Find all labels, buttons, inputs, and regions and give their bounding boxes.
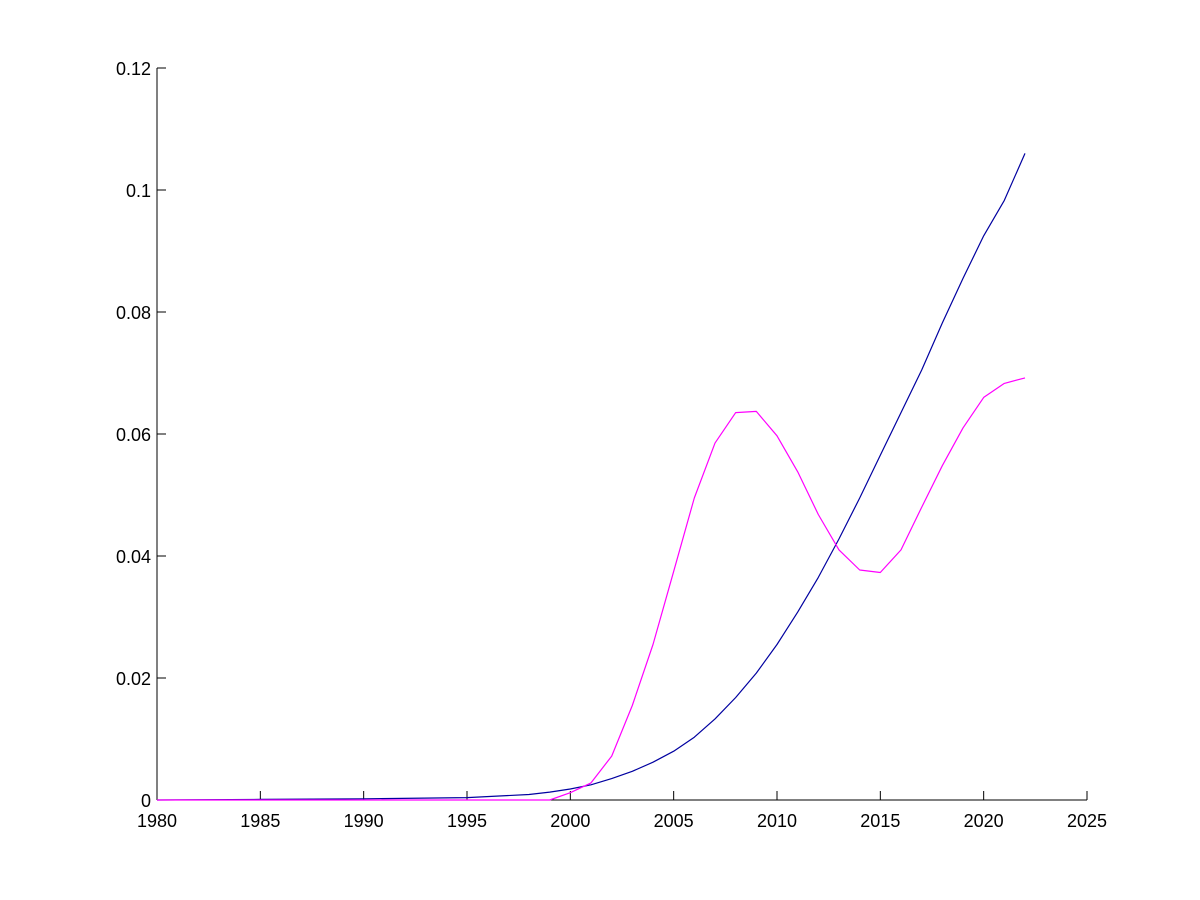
- x-tick-label: 2005: [654, 811, 694, 831]
- x-tick-label: 2015: [860, 811, 900, 831]
- y-tick-label: 0.04: [116, 547, 151, 567]
- y-tick-label: 0.08: [116, 303, 151, 323]
- series-line-2: [157, 377, 1026, 801]
- y-tick-label: 0.12: [116, 59, 151, 79]
- series-line-1: [156, 153, 1026, 801]
- y-tick-label: 0.02: [116, 669, 151, 689]
- series-group: [156, 153, 1026, 801]
- x-tick-label: 2025: [1067, 811, 1107, 831]
- x-tick-label: 1980: [137, 811, 177, 831]
- y-tick-label: 0: [141, 791, 151, 811]
- x-tick-label: 2000: [550, 811, 590, 831]
- x-tick-label: 1995: [447, 811, 487, 831]
- y-tick-label: 0.1: [126, 181, 151, 201]
- y-tick-label: 0.06: [116, 425, 151, 445]
- tick-labels: 1980 1985 1990 1995 2000 2005 2010 2015 2020 2025…: [116, 59, 1107, 831]
- x-tick-label: 2010: [757, 811, 797, 831]
- x-tick-label: 2020: [964, 811, 1004, 831]
- axes: [156, 67, 1088, 801]
- x-tick-label: 1985: [240, 811, 280, 831]
- x-tick-label: 1990: [344, 811, 384, 831]
